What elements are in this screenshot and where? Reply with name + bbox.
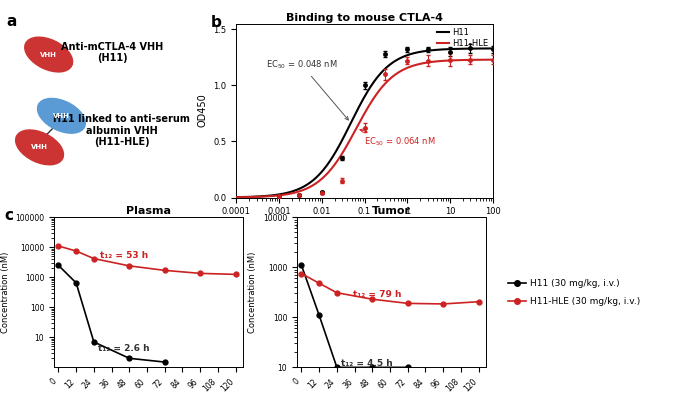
Ellipse shape xyxy=(25,37,73,72)
Text: a: a xyxy=(7,14,17,29)
X-axis label: Concentration of drugs (nM): Concentration of drugs (nM) xyxy=(296,222,433,232)
Text: b: b xyxy=(211,15,221,30)
Text: H11 linked to anti-serum
albumin VHH
(H11-HLE): H11 linked to anti-serum albumin VHH (H1… xyxy=(53,114,190,147)
Text: EC$_{50}$ = 0.064 nM: EC$_{50}$ = 0.064 nM xyxy=(360,129,436,148)
Y-axis label: Concentration (nM): Concentration (nM) xyxy=(1,252,9,333)
Text: VHH: VHH xyxy=(53,113,70,119)
Text: t₁₂ = 4.5 h: t₁₂ = 4.5 h xyxy=(342,359,393,368)
Text: t₁₂ = 79 h: t₁₂ = 79 h xyxy=(353,290,402,299)
Y-axis label: Concentration (nM): Concentration (nM) xyxy=(248,252,257,333)
Title: Plasma: Plasma xyxy=(126,207,171,216)
Ellipse shape xyxy=(16,130,63,165)
Ellipse shape xyxy=(38,98,85,133)
Title: Binding to mouse CTLA-4: Binding to mouse CTLA-4 xyxy=(286,13,443,23)
Legend: H11 (30 mg/kg, i.v.), H11-HLE (30 mg/kg, i.v.): H11 (30 mg/kg, i.v.), H11-HLE (30 mg/kg,… xyxy=(504,275,644,309)
Text: EC$_{50}$ = 0.048 nM: EC$_{50}$ = 0.048 nM xyxy=(266,59,348,120)
Text: VHH: VHH xyxy=(40,52,57,58)
Text: t₁₂ = 2.6 h: t₁₂ = 2.6 h xyxy=(99,344,150,353)
Legend: H11, H11-HLE: H11, H11-HLE xyxy=(437,28,489,48)
Title: Tumor: Tumor xyxy=(372,207,411,216)
Text: c: c xyxy=(5,208,14,223)
Text: VHH: VHH xyxy=(31,145,48,150)
Text: Anti-mCTLA-4 VHH
(H11): Anti-mCTLA-4 VHH (H11) xyxy=(61,42,163,64)
Text: t₁₂ = 53 h: t₁₂ = 53 h xyxy=(100,251,148,260)
Y-axis label: OD450: OD450 xyxy=(198,94,208,128)
